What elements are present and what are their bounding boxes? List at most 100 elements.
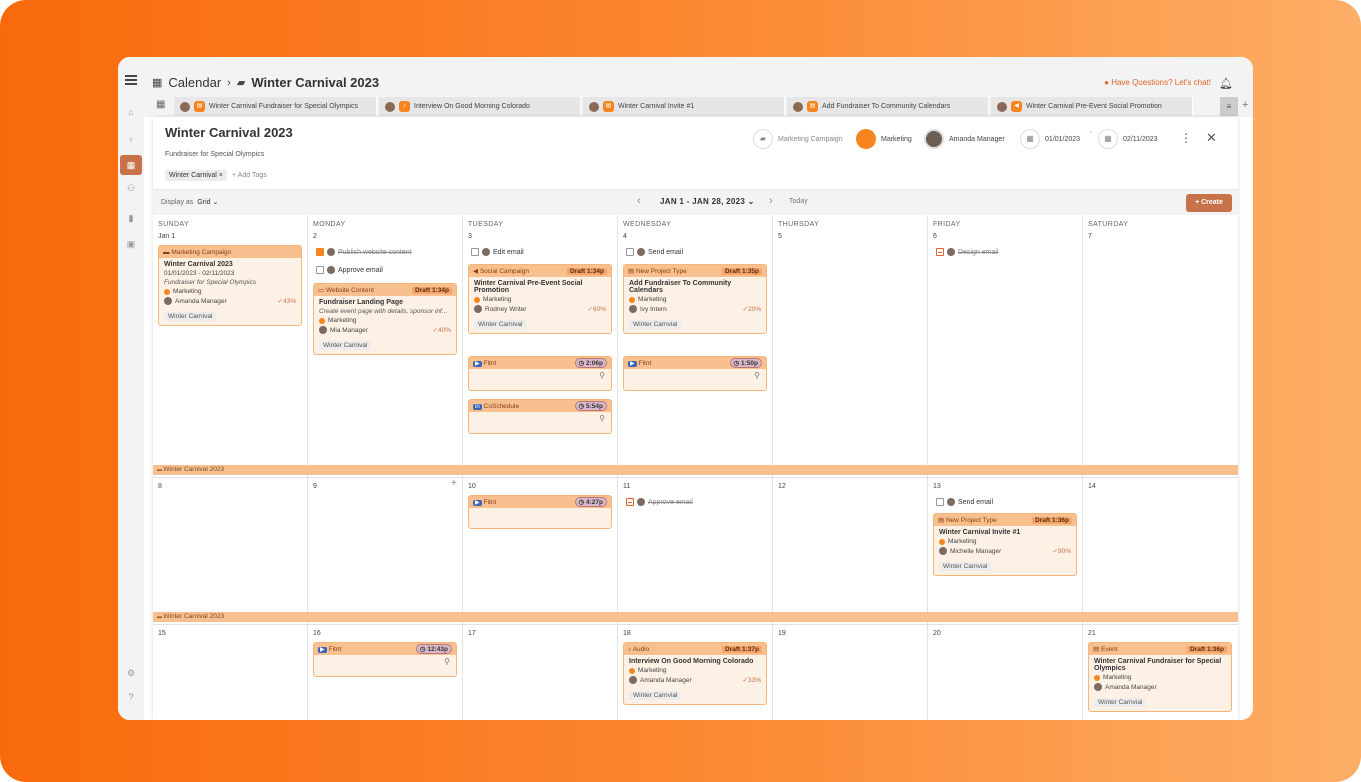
help-icon[interactable]: ? bbox=[128, 692, 134, 702]
avatar bbox=[474, 305, 482, 313]
date-range[interactable]: JAN 1 - JAN 28, 2023 ⌄ bbox=[660, 197, 755, 206]
checkbox[interactable] bbox=[626, 498, 634, 506]
card-owner: Mia Manager ✓40% bbox=[314, 324, 456, 334]
team-dot bbox=[629, 296, 635, 303]
tab-item[interactable]: ◀ Winter Carnival Pre-Event Social Promot… bbox=[991, 97, 1193, 116]
calendar-nav-icon[interactable]: ▦ bbox=[120, 155, 142, 175]
progress-label: ✓33% bbox=[742, 677, 761, 684]
checkbox[interactable] bbox=[316, 266, 324, 274]
project-card[interactable]: ▤ New Project Type Draft 1:35p Add Fundra… bbox=[623, 264, 767, 334]
card-title: Winter Carnival Pre-Event Social Promoti… bbox=[474, 280, 583, 294]
task-item[interactable]: Edit email bbox=[471, 248, 524, 256]
checkbox[interactable] bbox=[936, 498, 944, 506]
project-card[interactable]: ▤ New Project Type Draft 1:36p Winter Car… bbox=[933, 513, 1077, 576]
task-item[interactable]: Send email bbox=[626, 248, 683, 256]
project-icon: ▤ bbox=[807, 101, 818, 112]
add-item-icon[interactable]: + bbox=[451, 478, 457, 489]
day-number: 8 bbox=[158, 483, 162, 490]
close-icon[interactable]: ✕ bbox=[1206, 130, 1217, 145]
social-post-card[interactable]: in CoSchedule ◷ 5:54p ⚲ bbox=[468, 399, 612, 434]
card-header: ▤ New Project Type Draft 1:35p bbox=[624, 265, 766, 277]
chat-link[interactable]: ● Have Questions? Let's chat! bbox=[1104, 78, 1211, 87]
app-window: ▦ Calendar › ▰ Winter Carnival 2023 ● Ha… bbox=[118, 57, 1253, 720]
social-icon: ▶ bbox=[318, 646, 327, 653]
content-card[interactable]: ◀ Social Campaign Draft 1:34p Winter Carn… bbox=[468, 264, 612, 334]
audio-card[interactable]: ♪ Audio Draft 1:37p Interview On Good Mor… bbox=[623, 642, 767, 705]
tab-item[interactable]: ♪ Interview On Good Morning Colorado bbox=[379, 97, 581, 116]
link-icon[interactable]: ⚲ bbox=[599, 414, 605, 423]
task-item[interactable]: Send email bbox=[936, 498, 993, 506]
campaign-bar[interactable]: Winter Carnival 2023 bbox=[153, 465, 1238, 475]
day-number: 18 bbox=[623, 630, 631, 637]
card-type-label: New Project Type bbox=[945, 517, 997, 524]
row-divider bbox=[153, 624, 1238, 625]
event-card[interactable]: ▤ Event Draft 1:36p Winter Carnival Fundr… bbox=[1088, 642, 1232, 712]
campaign-card[interactable]: ▬ Marketing Campaign Winter Carnival 202… bbox=[158, 245, 302, 326]
people-icon[interactable]: ⚇ bbox=[126, 183, 136, 193]
card-type: ▤ New Project Type bbox=[628, 268, 687, 275]
link-icon[interactable]: ⚲ bbox=[754, 371, 760, 380]
briefcase-icon[interactable]: ▣ bbox=[126, 239, 136, 249]
link-icon[interactable]: ⚲ bbox=[444, 657, 450, 666]
card-tag: Winter Carnival bbox=[474, 320, 527, 329]
tab-item[interactable]: ▤ Winter Carnival Fundraiser for Special … bbox=[174, 97, 377, 116]
type-selector[interactable]: ▰ Marketing Campaign bbox=[753, 129, 843, 149]
analytics-icon[interactable]: ▮ bbox=[128, 213, 134, 223]
menu-icon[interactable] bbox=[125, 75, 137, 85]
task-item[interactable]: Design email bbox=[936, 248, 998, 256]
create-button[interactable]: + Create bbox=[1186, 194, 1232, 212]
card-title: Winter Carnival Invite #1 bbox=[939, 529, 1021, 536]
link-icon[interactable]: ⚲ bbox=[599, 371, 605, 380]
card-type: ◀ Social Campaign bbox=[473, 268, 529, 275]
campaign-bar[interactable]: Winter Carnival 2023 bbox=[153, 612, 1238, 622]
card-header: ▶ Fitnt ◷ 4:27p bbox=[469, 496, 611, 508]
social-post-card[interactable]: ▶ Fitnt ◷ 12:43p ⚲ bbox=[313, 642, 457, 677]
panel-title[interactable]: Winter Carnival 2023 bbox=[165, 125, 293, 140]
calendar-icon: ▦ bbox=[1020, 129, 1040, 149]
social-post-card[interactable]: ▶ Fitnt ◷ 4:27p bbox=[468, 495, 612, 529]
tab-item[interactable]: ▤ Winter Carnival Invite #1 bbox=[583, 97, 785, 116]
checkbox[interactable] bbox=[471, 248, 479, 256]
owner-selector[interactable]: Amanda Manager bbox=[924, 129, 1005, 149]
today-button[interactable]: Today bbox=[789, 198, 808, 205]
card-type-label: CoSchedule bbox=[483, 402, 520, 410]
settings-icon[interactable]: ⚙ bbox=[126, 668, 136, 678]
breadcrumb-calendar[interactable]: Calendar bbox=[168, 75, 222, 90]
social-post-card[interactable]: ▶ Fitnt ◷ 1:50p ⚲ bbox=[623, 356, 767, 391]
chevron-right-icon: › bbox=[227, 76, 231, 89]
start-date-picker[interactable]: ▦ 01/01/2023 bbox=[1020, 129, 1080, 149]
content-card[interactable]: ▭ Website Content Draft 1:34p Fundraiser … bbox=[313, 283, 457, 355]
tag-chip[interactable]: Winter Carnival × bbox=[165, 170, 227, 181]
calendar-tab-icon[interactable]: ▦ bbox=[156, 99, 166, 110]
time-label: 12:43p bbox=[427, 646, 448, 653]
prev-arrow-icon[interactable]: ‹ bbox=[637, 195, 641, 207]
panel-subtitle[interactable]: Fundraiser for Special Olympics bbox=[165, 151, 265, 158]
card-tag: Winter Carnival bbox=[164, 312, 217, 321]
add-tags-button[interactable]: + Add Tags bbox=[232, 172, 267, 179]
day-number: 17 bbox=[468, 630, 476, 637]
task-item[interactable]: Approve email bbox=[316, 266, 383, 274]
bell-icon[interactable]: 🔔︎ bbox=[1219, 78, 1233, 90]
checkbox[interactable] bbox=[626, 248, 634, 256]
display-value: Grid ⌄ bbox=[197, 199, 219, 206]
card-title: Fundraiser Landing Page bbox=[319, 299, 404, 306]
end-date-picker[interactable]: ▦ 02/11/2023 bbox=[1098, 129, 1158, 149]
team-selector[interactable]: Marketing bbox=[856, 129, 912, 149]
add-tab-icon[interactable]: + bbox=[1242, 99, 1249, 111]
task-item[interactable]: Approve email bbox=[626, 498, 693, 506]
next-arrow-icon[interactable]: › bbox=[769, 195, 773, 207]
home-icon[interactable]: ⌂ bbox=[128, 107, 134, 117]
day-name: WEDNESDAY bbox=[623, 221, 672, 228]
team-label: Marketing bbox=[173, 288, 202, 295]
lightbulb-icon[interactable]: ♁ bbox=[127, 134, 135, 144]
checkbox[interactable] bbox=[316, 248, 324, 256]
social-post-card[interactable]: ▶ Fitnt ◷ 2:06p ⚲ bbox=[468, 356, 612, 391]
day-number: 11 bbox=[623, 483, 631, 490]
checkbox[interactable] bbox=[936, 248, 944, 256]
tab-item[interactable]: ▤ Add Fundraiser To Community Calendars bbox=[787, 97, 989, 116]
more-options-icon[interactable]: ⋮ bbox=[1180, 131, 1192, 145]
tab-label: Interview On Good Morning Colorado bbox=[414, 103, 530, 110]
display-as[interactable]: Display as Grid ⌄ bbox=[161, 198, 218, 206]
task-item[interactable]: Publish website content bbox=[316, 248, 412, 256]
tab-list-icon[interactable]: ≡ bbox=[1220, 97, 1238, 116]
